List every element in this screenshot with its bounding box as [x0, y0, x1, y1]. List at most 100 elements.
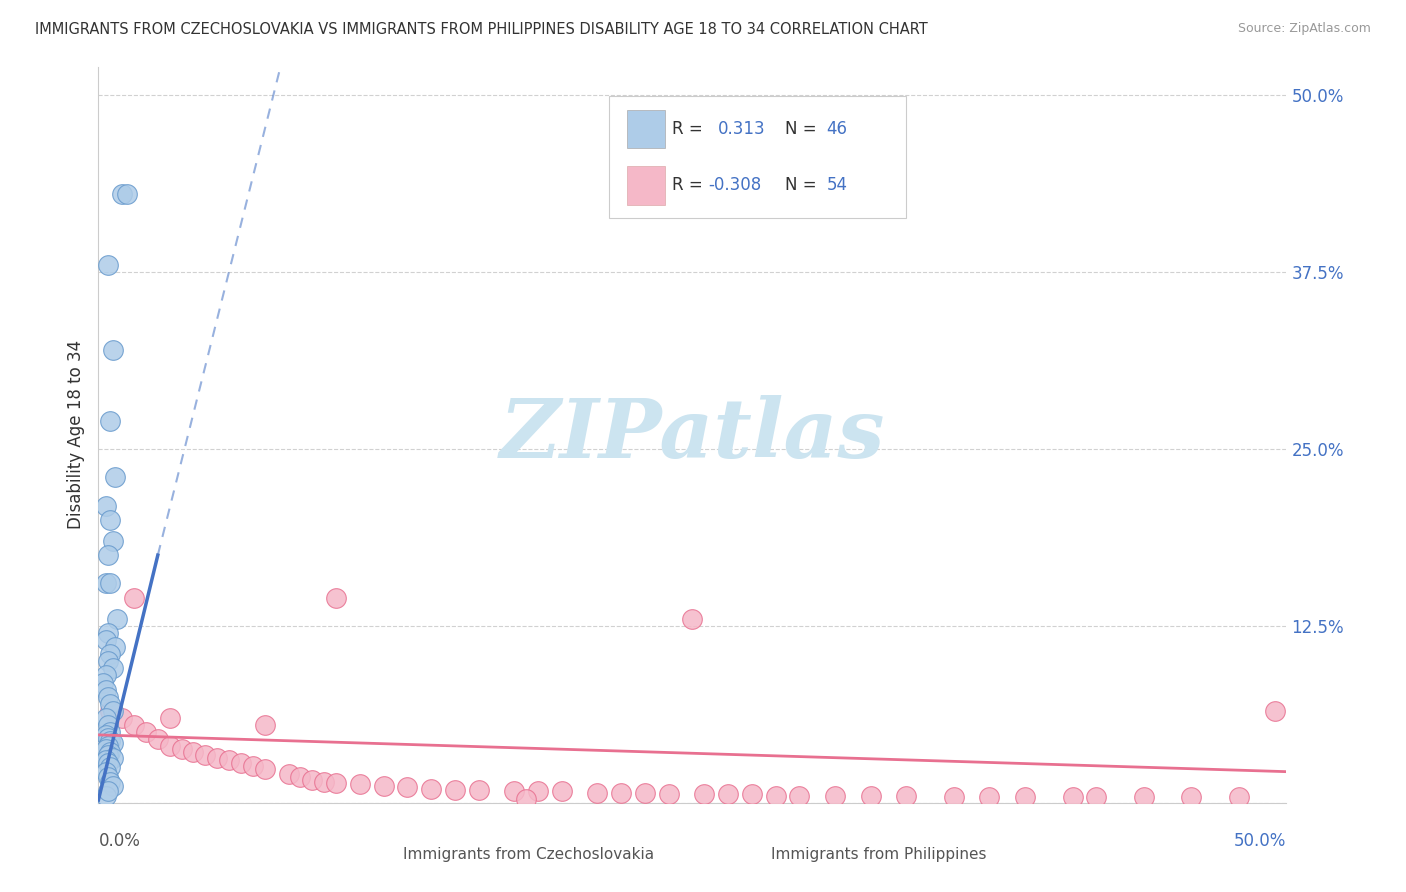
Point [94, 668, 117, 682]
Point [97, 258, 120, 272]
Point [122, 718, 145, 732]
Point [681, 612, 703, 626]
Point [1180, 790, 1202, 805]
Point [859, 789, 882, 803]
Point [111, 711, 134, 725]
Point [253, 718, 276, 732]
Point [104, 640, 127, 654]
Point [824, 789, 846, 803]
Point [242, 759, 264, 773]
FancyBboxPatch shape [738, 839, 766, 872]
Point [101, 343, 124, 357]
Text: 54: 54 [827, 177, 848, 194]
Point [101, 779, 124, 793]
Point [420, 781, 443, 796]
Point [503, 784, 526, 798]
Point [979, 790, 1001, 805]
Point [325, 591, 347, 605]
Point [97, 739, 120, 754]
Point [94, 576, 117, 591]
Point [111, 187, 134, 202]
Point [98, 576, 121, 591]
Point [314, 774, 336, 789]
Point [98, 704, 121, 718]
Point [94, 711, 117, 725]
Point [94, 728, 117, 742]
Point [146, 732, 169, 747]
Text: 46: 46 [827, 120, 848, 137]
Point [98, 513, 121, 527]
FancyBboxPatch shape [370, 839, 398, 872]
Point [717, 787, 740, 801]
Text: 50.0%: 50.0% [1234, 832, 1286, 850]
Point [98, 697, 121, 711]
FancyBboxPatch shape [609, 96, 907, 218]
Point [515, 791, 537, 805]
Point [97, 784, 120, 798]
Point [97, 770, 120, 784]
Point [94, 789, 117, 803]
Point [183, 745, 205, 759]
Text: 0.0%: 0.0% [98, 832, 141, 850]
Point [101, 704, 124, 718]
Text: -0.308: -0.308 [707, 177, 761, 194]
Point [693, 787, 716, 801]
Point [94, 682, 117, 697]
Point [634, 786, 657, 800]
Text: Source: ZipAtlas.com: Source: ZipAtlas.com [1237, 22, 1371, 36]
Point [527, 784, 550, 798]
Point [1062, 790, 1084, 805]
Point [97, 690, 120, 704]
Point [789, 789, 811, 803]
Y-axis label: Disability Age 18 to 34: Disability Age 18 to 34 [67, 340, 86, 530]
Point [98, 725, 121, 739]
Point [101, 661, 124, 675]
Point [98, 647, 121, 661]
Point [942, 790, 965, 805]
Point [277, 767, 299, 781]
Point [101, 736, 124, 750]
Point [101, 750, 124, 764]
Point [551, 784, 574, 798]
Point [97, 718, 120, 732]
Point [301, 773, 323, 788]
FancyBboxPatch shape [627, 110, 665, 148]
Point [98, 760, 121, 774]
Point [1227, 790, 1250, 805]
Point [467, 783, 489, 797]
Point [765, 789, 787, 803]
Point [101, 533, 124, 548]
Point [1264, 704, 1286, 718]
Point [98, 774, 121, 789]
Point [170, 742, 193, 756]
Point [290, 770, 312, 784]
Text: 0.313: 0.313 [717, 120, 765, 137]
Text: Immigrants from Philippines: Immigrants from Philippines [770, 847, 987, 862]
Point [97, 731, 120, 745]
FancyBboxPatch shape [627, 166, 665, 204]
Point [253, 762, 276, 776]
Point [91, 675, 114, 690]
Text: R =: R = [672, 120, 709, 137]
Point [349, 777, 371, 791]
Point [97, 756, 120, 771]
Point [98, 733, 121, 747]
Point [94, 633, 117, 648]
Point [98, 414, 121, 428]
Point [194, 747, 217, 762]
Point [1014, 790, 1036, 805]
Text: N =: N = [785, 120, 823, 137]
Point [97, 747, 120, 762]
Point [896, 789, 918, 803]
Point [586, 786, 609, 800]
Point [229, 756, 252, 771]
Point [207, 750, 229, 764]
Point [94, 499, 117, 513]
Point [325, 776, 347, 790]
Point [97, 548, 120, 562]
Point [115, 187, 138, 202]
Point [97, 654, 120, 668]
Point [218, 753, 240, 767]
Point [97, 626, 120, 640]
Text: ZIPatlas: ZIPatlas [499, 395, 886, 475]
